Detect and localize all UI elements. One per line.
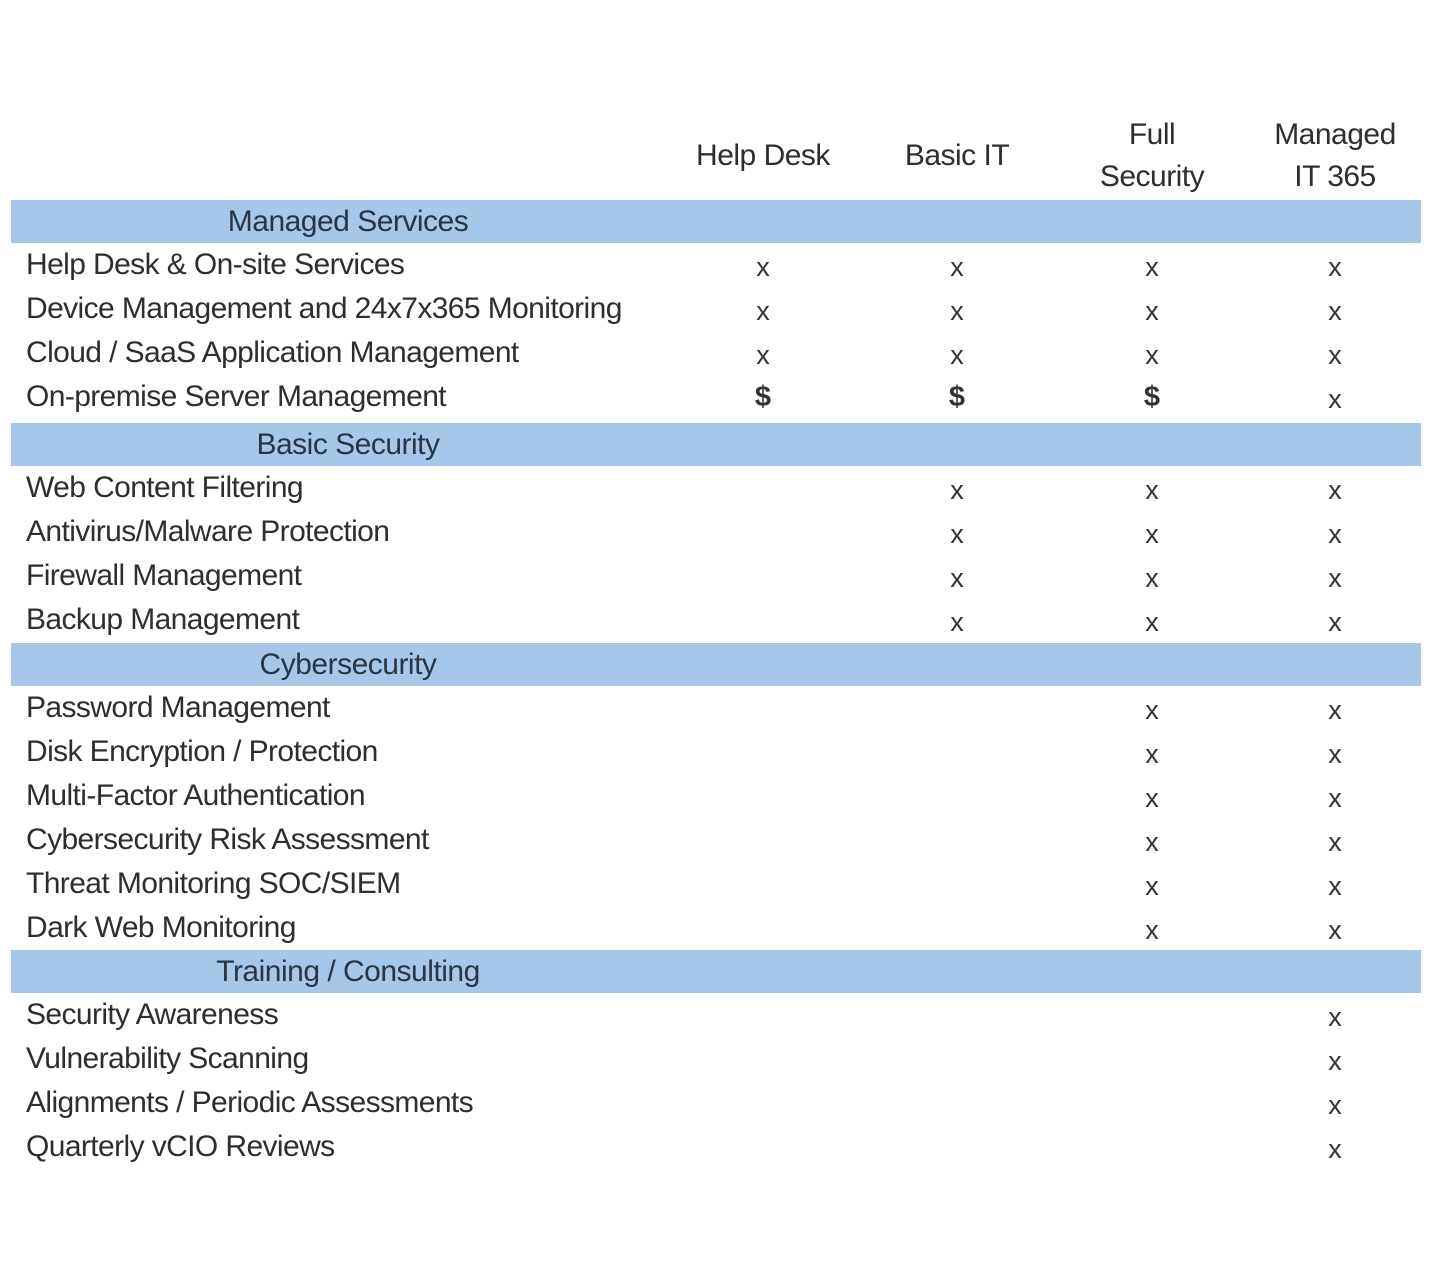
row-label: Help Desk & On-site Services xyxy=(26,248,405,281)
cell-included-mark: x xyxy=(1328,695,1342,725)
section-title: Training / Consulting xyxy=(216,955,480,988)
column-header-help-desk: Help Desk xyxy=(696,139,830,172)
cell-included-mark: x xyxy=(1328,296,1342,326)
cell-included-mark: x xyxy=(950,252,964,282)
row-label: Device Management and 24x7x365 Monitorin… xyxy=(26,292,622,325)
cell-included-mark: x xyxy=(1145,563,1159,593)
row-label: Alignments / Periodic Assessments xyxy=(26,1086,474,1119)
table-row: Threat Monitoring SOC/SIEM x x xyxy=(0,862,1432,906)
row-label: Cybersecurity Risk Assessment xyxy=(26,823,429,856)
row-label: Disk Encryption / Protection xyxy=(26,735,378,768)
table-row: Alignments / Periodic Assessments x xyxy=(0,1081,1432,1125)
section-header-training-consulting: Training / Consulting xyxy=(11,950,1421,993)
row-label: Vulnerability Scanning xyxy=(26,1042,309,1075)
table-row: Multi-Factor Authentication x x xyxy=(0,774,1432,818)
cell-included-mark: x xyxy=(756,340,770,370)
cell-included-mark: x xyxy=(950,607,964,637)
cell-included-mark: x xyxy=(1145,739,1159,769)
cell-included-mark: x xyxy=(1328,1046,1342,1076)
table-row: Quarterly vCIO Reviews x xyxy=(0,1125,1432,1169)
cell-included-mark: x xyxy=(950,563,964,593)
table-row: Disk Encryption / Protection x x xyxy=(0,730,1432,774)
row-label: Cloud / SaaS Application Management xyxy=(26,336,519,369)
cell-included-mark: x xyxy=(1328,519,1342,549)
section-title: Basic Security xyxy=(256,428,440,461)
cell-included-mark: x xyxy=(1145,607,1159,637)
cell-included-mark: x xyxy=(1145,519,1159,549)
row-label: On-premise Server Management xyxy=(26,380,447,413)
cell-included-mark: x xyxy=(1145,340,1159,370)
cell-included-mark: x xyxy=(1328,871,1342,901)
table-row: Vulnerability Scanning x xyxy=(0,1037,1432,1081)
table-row: Firewall Management x x x xyxy=(0,554,1432,598)
cell-included-mark: x xyxy=(1145,871,1159,901)
table-row: Password Management x x xyxy=(0,686,1432,730)
cell-included-mark: x xyxy=(1145,783,1159,813)
cell-included-mark: x xyxy=(1145,475,1159,505)
cell-included-mark: x xyxy=(1328,1090,1342,1120)
column-headers: Help Desk Basic IT Full Security Managed IT… xyxy=(0,112,1432,200)
section-header-basic-security: Basic Security xyxy=(11,423,1421,466)
table-row: Device Management and 24x7x365 Monitorin… xyxy=(0,287,1432,331)
cell-included-mark: x xyxy=(1328,563,1342,593)
cell-included-mark: x xyxy=(1328,252,1342,282)
section-title: Managed Services xyxy=(227,205,469,238)
cell-included-mark: x xyxy=(1145,695,1159,725)
cell-included-mark: x xyxy=(1328,1134,1342,1164)
table-row: Help Desk & On-site Services x x x x xyxy=(0,243,1432,287)
row-label: Dark Web Monitoring xyxy=(26,911,296,944)
table-row: Cloud / SaaS Application Management x x x x xyxy=(0,331,1432,375)
cell-included-mark: x xyxy=(1328,384,1342,414)
row-label: Antivirus/Malware Protection xyxy=(26,515,390,548)
cell-included-mark: x xyxy=(756,252,770,282)
cell-included-mark: x xyxy=(1145,296,1159,326)
row-label: Backup Management xyxy=(26,603,300,636)
cell-included-mark: x xyxy=(1328,739,1342,769)
cell-included-mark: x xyxy=(1328,827,1342,857)
table-row: Antivirus/Malware Protection x x x xyxy=(0,510,1432,554)
table-row: On-premise Server Management $ $ $ x xyxy=(0,375,1432,419)
table-row: Backup Management x x x xyxy=(0,598,1432,642)
cell-add-on-cost: $ xyxy=(1143,381,1161,413)
row-label: Password Management xyxy=(26,691,330,724)
cell-included-mark: x xyxy=(1328,915,1342,945)
table-row: Security Awareness x xyxy=(0,993,1432,1037)
cell-add-on-cost: $ xyxy=(754,381,772,413)
column-header-full-security: Full Security xyxy=(1099,118,1205,193)
section-header-managed-services: Managed Services xyxy=(11,200,1421,243)
cell-included-mark: x xyxy=(1328,340,1342,370)
cell-included-mark: x xyxy=(1145,252,1159,282)
cell-included-mark: x xyxy=(950,340,964,370)
cell-included-mark: x xyxy=(950,519,964,549)
row-label: Firewall Management xyxy=(26,559,302,592)
row-label: Multi-Factor Authentication xyxy=(26,779,366,812)
column-header-managed-it-365: Managed IT 365 xyxy=(1274,118,1396,193)
section-header-cybersecurity: Cybersecurity xyxy=(11,643,1421,686)
cell-included-mark: x xyxy=(950,296,964,326)
row-label: Threat Monitoring SOC/SIEM xyxy=(26,867,401,900)
row-label: Security Awareness xyxy=(26,998,279,1031)
table-row: Dark Web Monitoring x x xyxy=(0,906,1432,950)
cell-included-mark: x xyxy=(1328,1002,1342,1032)
section-title: Cybersecurity xyxy=(259,648,437,681)
row-label: Quarterly vCIO Reviews xyxy=(26,1130,335,1163)
cell-included-mark: x xyxy=(1145,915,1159,945)
cell-included-mark: x xyxy=(1328,607,1342,637)
cell-included-mark: x xyxy=(950,475,964,505)
cell-included-mark: x xyxy=(756,296,770,326)
column-header-basic-it: Basic IT xyxy=(904,139,1010,172)
cell-add-on-cost: $ xyxy=(948,381,966,413)
row-label: Web Content Filtering xyxy=(26,471,304,504)
table-row: Web Content Filtering x x x xyxy=(0,466,1432,510)
cell-included-mark: x xyxy=(1328,783,1342,813)
cell-included-mark: x xyxy=(1328,475,1342,505)
table-row: Cybersecurity Risk Assessment x x xyxy=(0,818,1432,862)
cell-included-mark: x xyxy=(1145,827,1159,857)
